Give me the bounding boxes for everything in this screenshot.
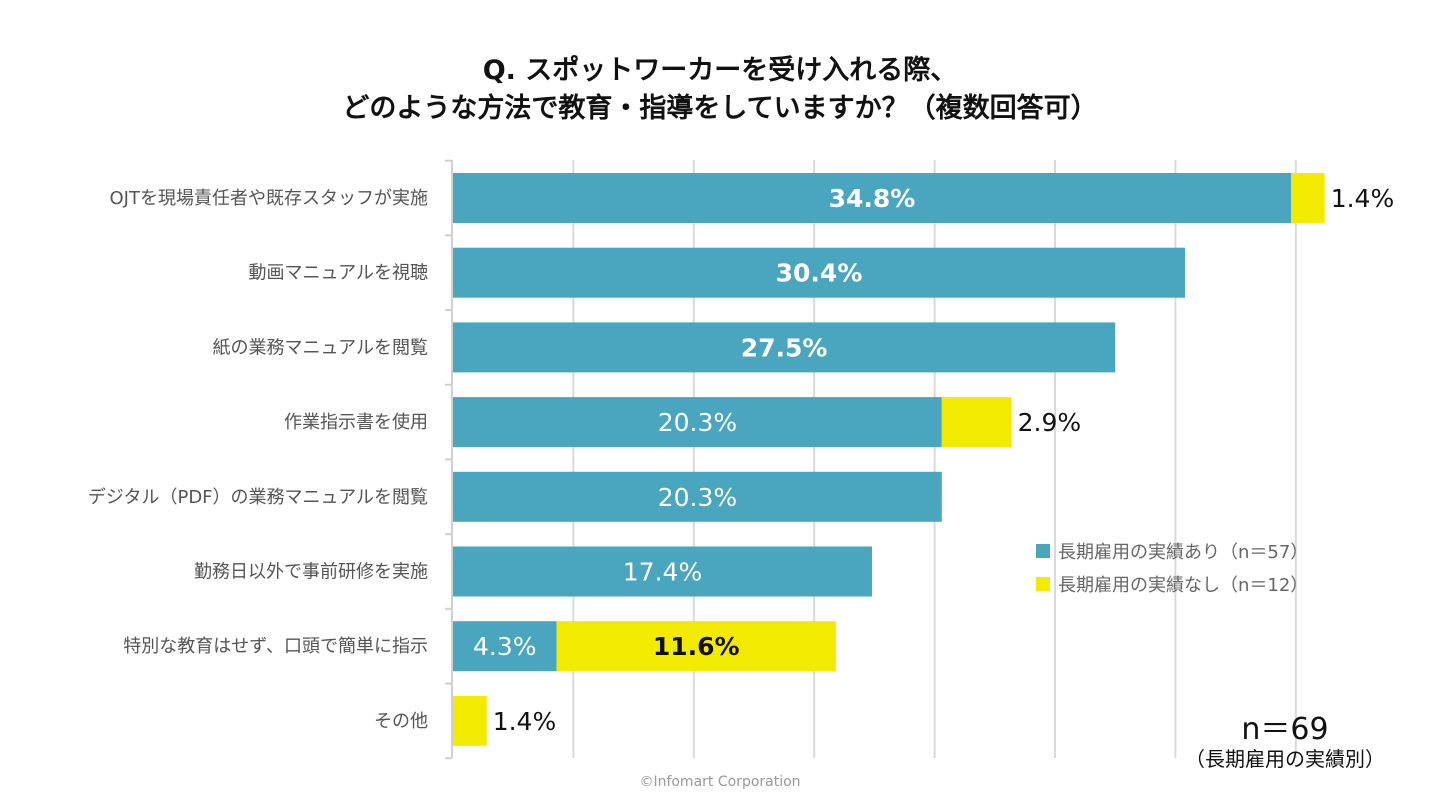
bar-segment (453, 621, 557, 672)
data-label: 30.4% (776, 259, 863, 288)
bar-segment (556, 621, 836, 672)
data-label: 34.8% (829, 184, 916, 213)
data-label: 1.4% (1331, 184, 1395, 213)
bar-segment (453, 247, 1186, 298)
chart-title-line1: Q. スポットワーカーを受け入れる際、 (482, 55, 958, 86)
category-label: 作業指示書を使用 (284, 412, 428, 433)
data-label: 2.9% (1018, 408, 1082, 437)
data-label: 17.4% (623, 558, 702, 587)
data-label: 11.6% (653, 632, 740, 661)
copyright: ©Infomart Corporation (639, 774, 801, 790)
category-label: その他 (374, 711, 428, 732)
data-label: 4.3% (473, 632, 537, 661)
data-label: 27.5% (741, 333, 828, 362)
bar-segment (1290, 173, 1325, 223)
sample-size-note: （長期雇用の実績別） (1185, 747, 1385, 771)
sample-size: n＝69 (1241, 712, 1329, 747)
data-label: 1.4% (493, 707, 557, 736)
bar-segment (941, 397, 1012, 448)
bar-segment (453, 322, 1116, 373)
bar-segment (453, 397, 942, 448)
category-label: 動画マニュアルを視聴 (249, 263, 428, 284)
bar-segment (453, 471, 942, 522)
data-label: 20.3% (658, 408, 737, 437)
legend-item-with-record: 長期雇用の実績あり（n＝57） (1036, 538, 1308, 564)
legend-swatch-teal (1036, 544, 1050, 558)
category-label: デジタル（PDF）の業務マニュアルを閲覧 (88, 487, 428, 508)
bar-segment (453, 546, 872, 597)
legend-label: 長期雇用の実績なし（n＝12） (1058, 575, 1309, 596)
chart-title-line2: どのような方法で教育・指導をしていますか？（複数回答可） (342, 93, 1098, 124)
bar-segment (453, 173, 1291, 223)
legend-label: 長期雇用の実績あり（n＝57） (1058, 542, 1309, 563)
legend-item-without-record: 長期雇用の実績なし（n＝12） (1036, 571, 1308, 597)
category-label: 特別な教育はせず、口頭で簡単に指示 (123, 636, 428, 657)
data-label: 20.3% (658, 483, 737, 512)
category-label: 紙の業務マニュアルを閲覧 (213, 337, 428, 358)
category-label: 勤務日以外で事前研修を実施 (194, 562, 428, 583)
bar-segment (453, 695, 487, 746)
category-label: OJTを現場責任者や既存スタッフが実施 (110, 188, 428, 209)
legend-swatch-yellow (1036, 577, 1050, 591)
